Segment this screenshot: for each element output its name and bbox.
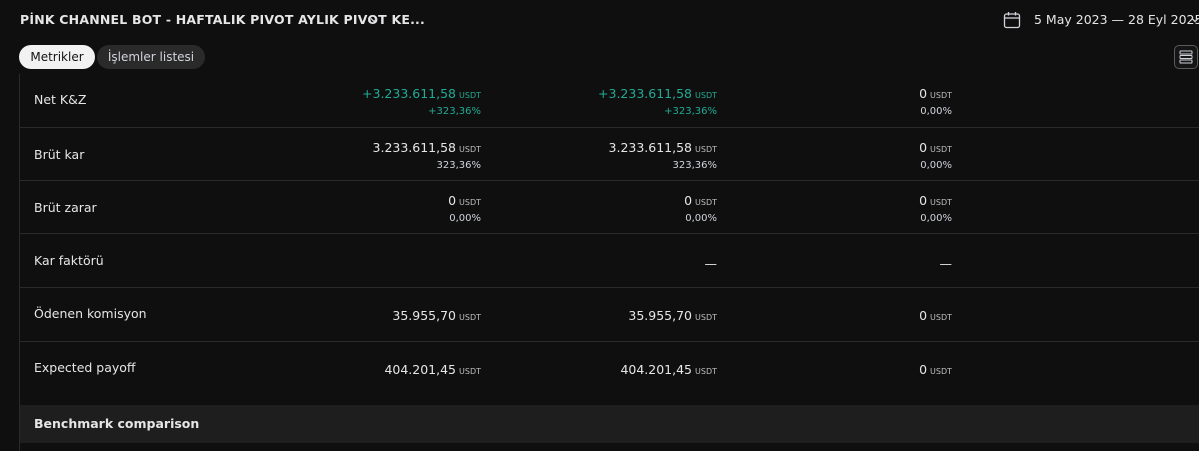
- unit: USDT: [459, 313, 481, 322]
- row-label: Ödenen komisyon: [34, 306, 147, 321]
- percent: 0,00%: [685, 213, 717, 224]
- cell-short: 0 USDT 0,00%: [919, 137, 952, 171]
- unit: USDT: [930, 198, 952, 207]
- value: 0: [448, 193, 457, 208]
- tab-trades-list[interactable]: İşlemler listesi: [97, 45, 205, 69]
- strategy-title[interactable]: PİNK CHANNEL BOT - HAFTALIK PIVOT AYLIK …: [20, 12, 425, 27]
- percent: +323,36%: [664, 106, 717, 117]
- value: 3.233.611,58: [608, 140, 693, 155]
- unit: USDT: [459, 367, 481, 376]
- unit: USDT: [695, 367, 717, 376]
- unit: USDT: [930, 91, 952, 100]
- cell-short: 0 USDT: [919, 305, 952, 324]
- cell-long: 35.955,70 USDT: [628, 305, 717, 324]
- unit: USDT: [695, 313, 717, 322]
- unit: USDT: [459, 198, 481, 207]
- unit: USDT: [459, 145, 481, 154]
- percent: 0,00%: [449, 213, 481, 224]
- cell-long: 3.233.611,58 USDT 323,36%: [609, 137, 717, 171]
- percent: 0,00%: [920, 106, 952, 117]
- section-title: Benchmark comparison: [34, 416, 200, 431]
- unit: USDT: [930, 145, 952, 154]
- value: 35.955,70: [628, 308, 693, 323]
- row-label: Brüt zarar: [34, 200, 97, 215]
- calendar-icon[interactable]: [1002, 10, 1022, 30]
- cell-all: +3.233.611,58 USDT +323,36%: [362, 83, 481, 117]
- unit: USDT: [695, 145, 717, 154]
- value: 0: [919, 308, 928, 323]
- cell-all: 35.955,70 USDT: [392, 305, 481, 324]
- table-row: Brüt kar 3.233.611,58 USDT 323,36% 3.233.…: [20, 128, 1199, 181]
- table-row: Net K&Z +3.233.611,58 USDT +323,36% +3.23…: [20, 74, 1199, 128]
- cell-all: 404.201,45 USDT: [384, 359, 481, 378]
- unit: USDT: [930, 313, 952, 322]
- value: 0: [919, 362, 928, 377]
- value: 404.201,45: [620, 362, 693, 377]
- percent: 323,36%: [672, 160, 718, 171]
- cell-long: —: [705, 253, 718, 272]
- chevron-down-icon[interactable]: [1190, 14, 1199, 26]
- value: 0: [919, 140, 928, 155]
- metrics-table: Net K&Z +3.233.611,58 USDT +323,36% +3.23…: [19, 74, 1199, 451]
- value: 3.233.611,58: [372, 140, 457, 155]
- unit: USDT: [695, 198, 717, 207]
- percent: +323,36%: [428, 106, 481, 117]
- percent: 0,00%: [920, 160, 952, 171]
- cell-long: +3.233.611,58 USDT +323,36%: [598, 83, 717, 117]
- table-row: Ödenen komisyon 35.955,70 USDT 35.955,70 U…: [20, 288, 1199, 342]
- percent: 323,36%: [436, 160, 482, 171]
- cell-short: 0 USDT 0,00%: [919, 190, 952, 224]
- benchmark-section-header[interactable]: Benchmark comparison: [20, 405, 1199, 443]
- percent: 0,00%: [920, 213, 952, 224]
- value: —: [939, 256, 953, 271]
- header-bar: PİNK CHANNEL BOT - HAFTALIK PIVOT AYLIK …: [0, 0, 1199, 42]
- table-row: Brüt zarar 0 USDT 0,00% 0 USDT 0,00% 0 USDT…: [20, 181, 1199, 234]
- unit: USDT: [930, 367, 952, 376]
- value: 35.955,70: [392, 308, 457, 323]
- cell-all: 3.233.611,58 USDT 323,36%: [373, 137, 481, 171]
- value: 404.201,45: [384, 362, 457, 377]
- date-range[interactable]: 5 May 2023 — 28 Eyl 2025: [1034, 12, 1199, 27]
- value: +3.233.611,58: [598, 86, 693, 101]
- table-row: Kar faktörü — —: [20, 234, 1199, 288]
- cell-short: —: [940, 253, 953, 272]
- row-label: Expected payoff: [34, 360, 136, 375]
- unit: USDT: [695, 91, 717, 100]
- cell-short: 0 USDT 0,00%: [919, 83, 952, 117]
- cell-all: 0 USDT 0,00%: [448, 190, 481, 224]
- unit: USDT: [459, 91, 481, 100]
- value: 0: [919, 193, 928, 208]
- value: 0: [919, 86, 928, 101]
- value: +3.233.611,58: [362, 86, 457, 101]
- list-icon: [1179, 50, 1193, 64]
- cell-short: 0 USDT: [919, 359, 952, 378]
- table-row: Expected payoff 404.201,45 USDT 404.201,4…: [20, 342, 1199, 404]
- cell-long: 0 USDT 0,00%: [684, 190, 717, 224]
- layout-menu-button[interactable]: [1174, 45, 1198, 69]
- value: 0: [684, 193, 693, 208]
- cell-long: 404.201,45 USDT: [620, 359, 717, 378]
- tab-metrics[interactable]: Metrikler: [19, 45, 95, 69]
- row-label: Kar faktörü: [34, 253, 104, 268]
- value: —: [704, 256, 718, 271]
- chevron-down-icon[interactable]: [368, 14, 380, 26]
- row-label: Brüt kar: [34, 147, 85, 162]
- row-label: Net K&Z: [34, 92, 87, 107]
